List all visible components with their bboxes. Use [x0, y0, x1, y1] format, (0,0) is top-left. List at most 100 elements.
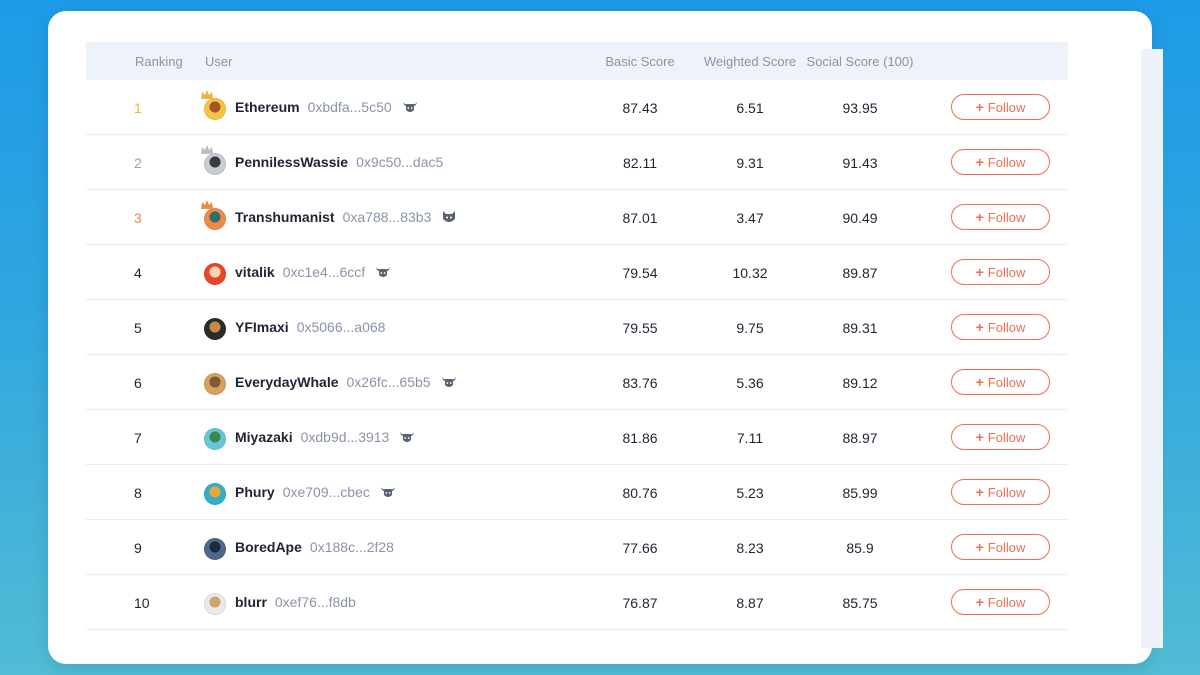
- follow-label: Follow: [987, 319, 1026, 335]
- avatar[interactable]: [201, 90, 227, 120]
- plus-icon: +: [975, 374, 984, 390]
- rank: 6: [134, 375, 142, 391]
- plus-icon: +: [975, 484, 984, 500]
- table-body: 1 Ethereum 0xbdfa...5c50 87.43 6.51 93.9…: [86, 80, 1068, 630]
- rank: 10: [134, 595, 150, 611]
- bull-badge-icon: [380, 487, 395, 497]
- avatar[interactable]: [203, 480, 227, 505]
- user-name[interactable]: blurr: [235, 594, 267, 610]
- plus-icon: +: [975, 209, 984, 225]
- follow-button[interactable]: + Follow: [951, 259, 1050, 285]
- plus-icon: +: [975, 594, 984, 610]
- bull-badge-icon: [441, 377, 456, 387]
- wallet-address[interactable]: 0xbdfa...5c50: [307, 99, 392, 115]
- table-row: 9 BoredApe 0x188c...2f28 77.66 8.23 85.9…: [86, 520, 1068, 575]
- plus-icon: +: [975, 429, 984, 445]
- rank: 9: [134, 540, 142, 556]
- follow-label: Follow: [987, 154, 1026, 170]
- user-name[interactable]: vitalik: [235, 264, 275, 280]
- wallet-address[interactable]: 0xef76...f8db: [274, 594, 356, 610]
- user-name[interactable]: Transhumanist: [235, 209, 335, 225]
- table-row: 4 vitalik 0xc1e4...6ccf 79.54 10.32 89.8…: [86, 245, 1068, 300]
- wallet-address[interactable]: 0xdb9d...3913: [300, 429, 390, 445]
- rank: 1: [134, 100, 142, 116]
- plus-icon: +: [975, 154, 984, 170]
- user-name[interactable]: PennilessWassie: [235, 154, 349, 170]
- wallet-address[interactable]: 0x26fc...65b5: [346, 374, 431, 390]
- avatar[interactable]: [203, 425, 227, 450]
- wallet-address[interactable]: 0xc1e4...6ccf: [282, 264, 366, 280]
- follow-button[interactable]: + Follow: [951, 204, 1050, 230]
- follow-button[interactable]: + Follow: [951, 369, 1050, 395]
- crown-icon: [201, 200, 213, 209]
- scrollbar[interactable]: [1141, 49, 1163, 648]
- follow-label: Follow: [987, 539, 1026, 555]
- user-name[interactable]: Ethereum: [235, 99, 300, 115]
- user-cell: YFImaxi 0x5066...a068: [235, 319, 385, 335]
- table-row: 5 YFImaxi 0x5066...a068 79.55 9.75 89.31…: [86, 300, 1068, 355]
- plus-icon: +: [975, 319, 984, 335]
- follow-button[interactable]: + Follow: [951, 149, 1050, 175]
- follow-button[interactable]: + Follow: [951, 314, 1050, 340]
- follow-label: Follow: [987, 429, 1026, 445]
- avatar[interactable]: [203, 315, 227, 340]
- rank: 8: [134, 485, 142, 501]
- rank: 7: [134, 430, 142, 446]
- header-ranking: Ranking: [135, 54, 183, 69]
- bull-badge-icon: [376, 267, 391, 277]
- wallet-address[interactable]: 0x9c50...dac5: [356, 154, 444, 170]
- rank: 3: [134, 210, 142, 226]
- plus-icon: +: [975, 539, 984, 555]
- bull-badge-icon: [400, 432, 415, 442]
- follow-label: Follow: [987, 264, 1026, 280]
- follow-label: Follow: [987, 209, 1026, 225]
- wallet-address[interactable]: 0x5066...a068: [296, 319, 386, 335]
- follow-button[interactable]: + Follow: [951, 534, 1050, 560]
- rank: 4: [134, 265, 142, 281]
- table-row: 8 Phury 0xe709...cbec 80.76 5.23 85.99 +…: [86, 465, 1068, 520]
- user-cell: EverydayWhale 0x26fc...65b5: [235, 374, 457, 390]
- table-row: 1 Ethereum 0xbdfa...5c50 87.43 6.51 93.9…: [86, 80, 1068, 135]
- user-cell: PennilessWassie 0x9c50...dac5: [235, 154, 443, 170]
- avatar[interactable]: [203, 260, 227, 285]
- follow-button[interactable]: + Follow: [951, 424, 1050, 450]
- table-row: 10 blurr 0xef76...f8db 76.87 8.87 85.75 …: [86, 575, 1068, 630]
- table-row: 2 PennilessWassie 0x9c50...dac5 82.11 9.…: [86, 135, 1068, 190]
- wallet-address[interactable]: 0xa788...83b3: [342, 209, 432, 225]
- rank: 2: [134, 155, 142, 171]
- user-name[interactable]: BoredApe: [235, 539, 302, 555]
- avatar[interactable]: [201, 145, 227, 175]
- follow-label: Follow: [987, 374, 1026, 390]
- user-cell: Ethereum 0xbdfa...5c50: [235, 99, 418, 115]
- user-name[interactable]: YFImaxi: [235, 319, 289, 335]
- table-row: 7 Miyazaki 0xdb9d...3913 81.86 7.11 88.9…: [86, 410, 1068, 465]
- user-name[interactable]: Phury: [235, 484, 275, 500]
- wallet-address[interactable]: 0xe709...cbec: [282, 484, 370, 500]
- follow-label: Follow: [987, 484, 1026, 500]
- wallet-address[interactable]: 0x188c...2f28: [309, 539, 394, 555]
- user-cell: vitalik 0xc1e4...6ccf: [235, 264, 391, 280]
- user-cell: Miyazaki 0xdb9d...3913: [235, 429, 415, 445]
- user-cell: BoredApe 0x188c...2f28: [235, 539, 394, 555]
- user-cell: Phury 0xe709...cbec: [235, 484, 396, 500]
- crown-icon: [201, 90, 213, 99]
- avatar[interactable]: [203, 535, 227, 560]
- user-name[interactable]: EverydayWhale: [235, 374, 339, 390]
- table-row: 6 EverydayWhale 0x26fc...65b5 83.76 5.36…: [86, 355, 1068, 410]
- table-row: 3 Transhumanist 0xa788...83b3 87.01 3.47…: [86, 190, 1068, 245]
- avatar[interactable]: [201, 200, 227, 230]
- follow-button[interactable]: + Follow: [951, 94, 1050, 120]
- avatar[interactable]: [203, 590, 227, 615]
- plus-icon: +: [975, 99, 984, 115]
- user-cell: Transhumanist 0xa788...83b3: [235, 209, 457, 225]
- user-cell: blurr 0xef76...f8db: [235, 594, 356, 610]
- follow-button[interactable]: + Follow: [951, 479, 1050, 505]
- leaderboard-table: Ranking User Basic Score Weighted Score …: [86, 42, 1068, 630]
- rank: 5: [134, 320, 142, 336]
- avatar[interactable]: [203, 370, 227, 395]
- plus-icon: +: [975, 264, 984, 280]
- follow-label: Follow: [987, 594, 1026, 610]
- user-name[interactable]: Miyazaki: [235, 429, 293, 445]
- follow-button[interactable]: + Follow: [951, 589, 1050, 615]
- header-user: User: [205, 54, 233, 69]
